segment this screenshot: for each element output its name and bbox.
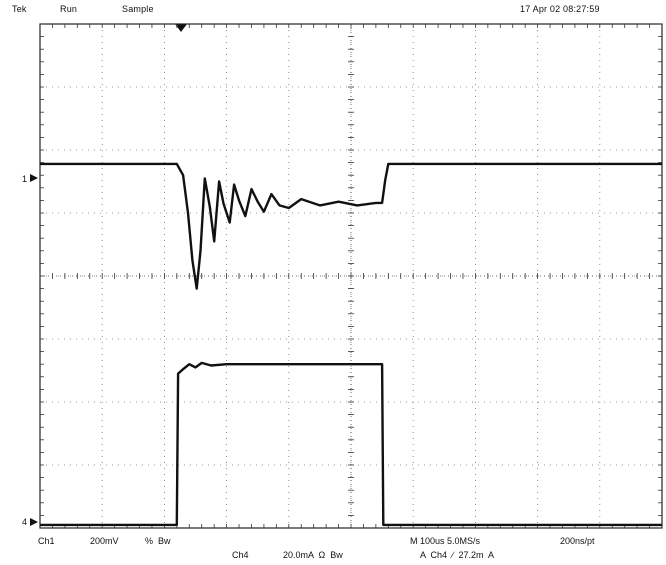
trigger-position-icon xyxy=(175,24,187,32)
trigger-readout: A Ch4 ∕ 27.2m A xyxy=(420,550,495,560)
ch4-scale: 20.0mA Ω Bw xyxy=(283,550,343,560)
ch1-coupling: % Bw xyxy=(145,536,171,546)
trace-ch1 xyxy=(40,162,662,290)
ch1-ground-arrow-icon xyxy=(30,174,38,182)
record-length: 200ns/pt xyxy=(560,536,595,546)
timebase-readout: M 100us 5.0MS/s xyxy=(410,536,481,546)
ch4-ground-arrow-icon xyxy=(30,518,38,526)
ch1-scale: 200mV xyxy=(90,536,119,546)
graticule xyxy=(39,23,663,529)
ch4-label: Ch4 xyxy=(232,550,249,560)
timestamp: 17 Apr 02 08:27:59 xyxy=(520,4,600,14)
acquisition-state: Run xyxy=(60,4,78,14)
trace-ch4 xyxy=(40,361,662,527)
acquisition-mode: Sample xyxy=(122,4,154,14)
ch1-ground-marker: 1 xyxy=(22,174,27,184)
ch1-label: Ch1 xyxy=(38,536,55,546)
header-brand: Tek xyxy=(12,4,27,14)
ch4-ground-marker: 4 xyxy=(22,517,27,527)
waveforms xyxy=(40,162,662,527)
